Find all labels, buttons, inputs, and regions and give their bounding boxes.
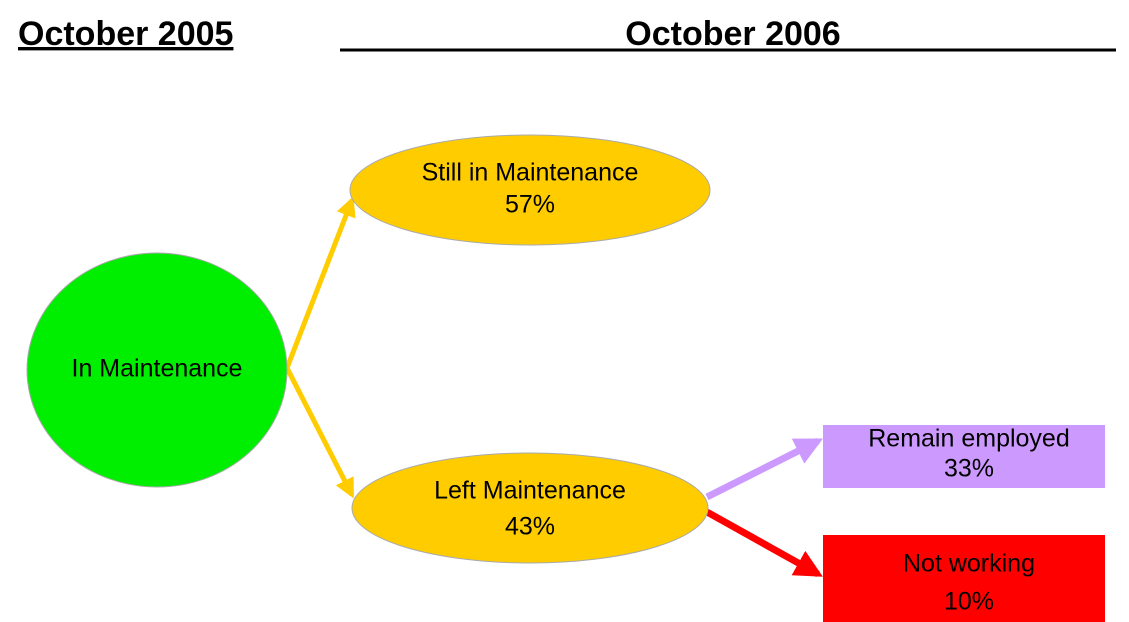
node-label: Still in Maintenance — [422, 159, 639, 187]
node-shape — [26, 252, 288, 488]
node-label: Not working — [903, 550, 1035, 578]
arrow — [705, 508, 823, 578]
node-value: 10% — [944, 588, 994, 616]
node-value: 57% — [505, 191, 555, 219]
node-shape — [349, 134, 711, 246]
node-label: Remain employed — [868, 425, 1070, 453]
node-shape — [823, 535, 1105, 622]
header-right: October 2006 — [625, 15, 840, 53]
header-left: October 2005 — [18, 15, 233, 53]
arrow — [284, 196, 356, 369]
arrow — [705, 437, 823, 501]
arrow — [284, 366, 355, 499]
node-shape — [823, 425, 1105, 488]
node-value: 43% — [505, 513, 555, 541]
node-label: Left Maintenance — [434, 477, 626, 505]
node-shape — [351, 452, 709, 564]
node-value: 33% — [944, 455, 994, 483]
node-label: In Maintenance — [72, 355, 243, 383]
